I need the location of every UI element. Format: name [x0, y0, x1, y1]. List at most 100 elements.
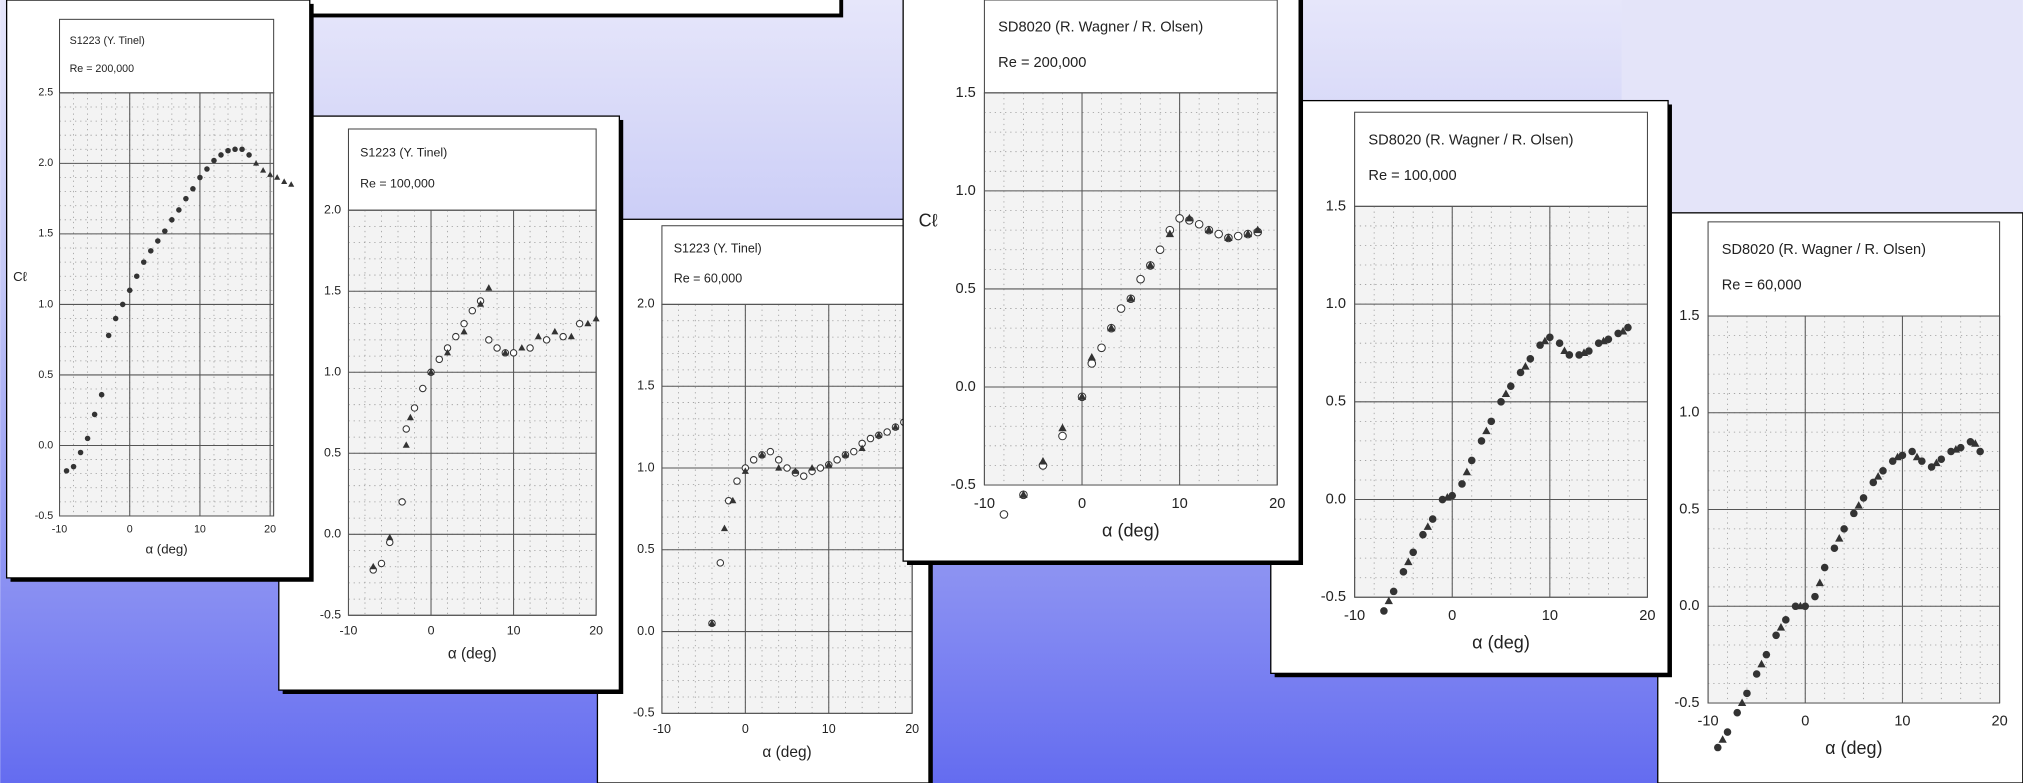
- data-point: [720, 524, 729, 532]
- y-tick-label: 0.5: [1679, 501, 1699, 517]
- data-point: [501, 348, 509, 356]
- data-point: [1087, 359, 1097, 368]
- data-point: [1243, 229, 1253, 238]
- data-point: [1443, 493, 1452, 501]
- data-point: [1912, 452, 1922, 461]
- data-point: [1204, 225, 1214, 234]
- data-point: [1467, 456, 1476, 465]
- data-point: [858, 444, 866, 451]
- data-point: [1776, 623, 1786, 631]
- data-point: [542, 336, 551, 344]
- data-point: [1409, 548, 1417, 557]
- data-point: [1908, 447, 1916, 456]
- data-point: [452, 332, 460, 341]
- data-point: [1718, 735, 1727, 743]
- data-point: [1175, 214, 1184, 223]
- data-point: [232, 146, 238, 153]
- data-point: [1579, 348, 1589, 356]
- data-point: [1947, 447, 1955, 456]
- data-point: [386, 533, 394, 541]
- data-point: [1194, 219, 1204, 229]
- x-tick-label: 0: [127, 524, 133, 536]
- data-point: [1058, 431, 1067, 441]
- data-point: [406, 413, 414, 421]
- data-point: [1507, 382, 1515, 390]
- chart-panel: S1223 (Y. Tinel) Re = 100,000 -0.5 0.0 0.5 1.…: [278, 115, 624, 694]
- data-point: [708, 619, 716, 626]
- data-point: [1038, 456, 1048, 465]
- data-point: [1428, 515, 1437, 523]
- data-point: [833, 456, 841, 464]
- data-point: [190, 186, 196, 192]
- data-point: [460, 327, 468, 335]
- x-tick-label: 20: [1639, 608, 1655, 624]
- data-point: [551, 327, 559, 335]
- data-point: [148, 248, 154, 254]
- data-point: [1516, 368, 1525, 377]
- x-tick-label: -10: [340, 624, 358, 638]
- data-point: [1165, 229, 1175, 238]
- data-point: [850, 447, 858, 456]
- data-point: [1604, 335, 1613, 344]
- data-point: [1214, 229, 1223, 239]
- data-point: [534, 332, 542, 340]
- data-point: [1879, 467, 1887, 475]
- data-point: [288, 181, 295, 187]
- chart-panel: S1223 (Y. Tinel) Re = 200,000 -0.5 0.0 0.5 1.…: [5, 0, 314, 582]
- data-point: [1116, 304, 1126, 313]
- data-point: [1019, 490, 1028, 498]
- data-point: [575, 319, 584, 328]
- y-tick-label: -0.5: [1321, 589, 1346, 605]
- data-point: [1462, 467, 1472, 476]
- data-point: [1146, 260, 1155, 269]
- data-point: [91, 411, 98, 418]
- data-point: [1419, 530, 1427, 539]
- data-point: [377, 559, 386, 568]
- y-tick-label: 1.5: [1326, 198, 1346, 214]
- title-box: [347, 128, 597, 211]
- data-point: [1384, 596, 1393, 605]
- data-point: [1107, 323, 1116, 332]
- y-tick-label: 1.5: [38, 228, 53, 240]
- data-point: [84, 435, 91, 442]
- data-point: [816, 464, 825, 472]
- data-point: [592, 314, 600, 322]
- y-tick-label: -0.5: [320, 608, 341, 622]
- y-tick-label: 0.0: [38, 439, 53, 451]
- data-point: [468, 306, 477, 315]
- data-point: [559, 332, 567, 341]
- data-point: [1614, 329, 1622, 338]
- data-point: [1599, 336, 1608, 345]
- y-tick-label: 1.5: [637, 379, 654, 393]
- data-point: [758, 451, 766, 458]
- data-point: [260, 167, 267, 173]
- data-point: [369, 562, 377, 570]
- data-point: [1438, 495, 1447, 504]
- y-tick-label: 0.0: [1326, 491, 1346, 507]
- data-point: [435, 355, 443, 364]
- data-point: [1898, 451, 1907, 460]
- x-tick-label: 20: [905, 722, 919, 736]
- chart-panel: S1223 (Y. Tinel) Re = 60,000 -0.5 0.0 0.5 1.0…: [596, 218, 933, 783]
- data-point: [866, 434, 875, 443]
- y-tick-label: 0.0: [1679, 598, 1699, 614]
- y-tick-label: 1.0: [324, 365, 341, 379]
- data-point: [741, 467, 749, 474]
- data-point: [267, 171, 274, 177]
- data-point: [1477, 437, 1486, 445]
- data-point: [1087, 353, 1096, 361]
- y-tick-label: 0.5: [955, 281, 975, 297]
- y-tick-label: 0.0: [637, 624, 654, 638]
- data-point: [98, 391, 105, 398]
- x-tick-label: 10: [822, 722, 836, 736]
- data-point: [1097, 343, 1106, 353]
- y-tick-label: 1.0: [955, 183, 975, 199]
- data-point: [891, 423, 900, 430]
- title-box: [661, 225, 913, 305]
- data-point: [1185, 213, 1194, 222]
- x-axis-label: α (deg): [762, 744, 811, 761]
- y-tick-label: 0.0: [324, 527, 341, 541]
- data-point: [749, 456, 758, 464]
- data-point: [105, 332, 112, 339]
- data-point: [1585, 347, 1593, 355]
